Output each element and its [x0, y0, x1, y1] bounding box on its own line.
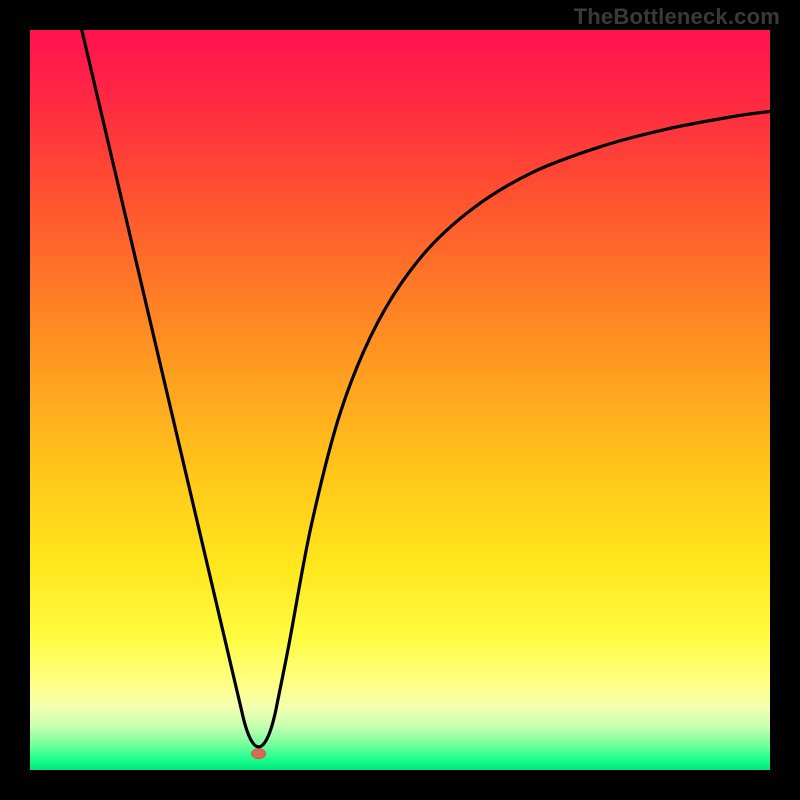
chart-svg — [0, 0, 800, 800]
watermark-text: TheBottleneck.com — [574, 4, 780, 30]
bottleneck-chart: TheBottleneck.com — [0, 0, 800, 800]
minimum-marker — [251, 749, 266, 759]
plot-background — [30, 30, 770, 770]
